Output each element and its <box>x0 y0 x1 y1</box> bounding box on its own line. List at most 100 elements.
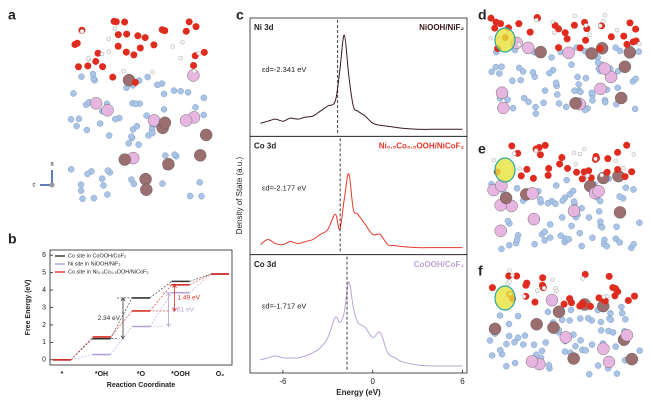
x-tick-label: * <box>61 371 64 378</box>
atom <box>511 151 517 156</box>
orbital-label: Ni 3d <box>254 23 274 32</box>
atom <box>160 106 168 113</box>
atom <box>184 89 192 96</box>
dos-curve <box>260 173 463 249</box>
connector <box>149 284 172 312</box>
subplot-frame <box>249 254 468 374</box>
atom <box>588 89 596 96</box>
atom <box>568 61 575 68</box>
atom <box>615 91 628 105</box>
atom <box>121 18 129 26</box>
x-tick-label: *OOH <box>171 371 190 378</box>
atom <box>630 241 637 248</box>
atom <box>522 41 535 55</box>
atom <box>519 68 527 75</box>
connector <box>70 354 93 361</box>
atom <box>563 35 571 43</box>
atom <box>596 197 604 205</box>
atom <box>192 104 199 111</box>
atom <box>491 24 499 32</box>
atom <box>511 339 518 346</box>
atom <box>523 165 531 173</box>
atom <box>84 170 91 178</box>
atom <box>566 295 574 303</box>
atom <box>521 294 527 299</box>
atom <box>612 343 620 350</box>
axis-letter: c <box>33 183 36 189</box>
atom <box>544 171 552 179</box>
atom <box>616 239 623 246</box>
atom <box>624 297 632 305</box>
atom <box>513 184 521 192</box>
atom <box>593 156 598 162</box>
atom <box>133 122 141 130</box>
atom <box>198 192 205 200</box>
atom <box>516 42 522 47</box>
atom <box>507 268 512 273</box>
atom <box>625 352 639 366</box>
atom <box>67 166 75 173</box>
atom <box>582 36 590 44</box>
atom <box>567 204 581 218</box>
atom <box>526 28 534 36</box>
atom <box>580 276 585 281</box>
atom <box>511 359 519 367</box>
atom <box>618 309 626 317</box>
atom <box>509 104 517 112</box>
connector <box>189 273 212 293</box>
atom <box>613 223 620 231</box>
atom <box>582 347 589 354</box>
atom <box>128 133 135 140</box>
atom <box>179 114 193 127</box>
atom <box>527 212 541 226</box>
atom <box>496 70 503 77</box>
atom <box>148 129 156 137</box>
atom <box>101 104 114 117</box>
atom <box>585 47 598 60</box>
atom <box>595 208 603 215</box>
atom <box>577 315 584 322</box>
atom <box>517 172 525 180</box>
atom <box>636 347 643 354</box>
atom <box>623 46 637 59</box>
atom <box>631 105 639 113</box>
y-tick-label: 6 <box>42 252 46 259</box>
connector <box>149 281 172 299</box>
atom <box>492 63 500 71</box>
atom <box>628 168 636 176</box>
atom <box>144 73 151 81</box>
atom <box>573 162 579 167</box>
atom <box>162 152 169 159</box>
atom <box>544 308 552 316</box>
atom <box>594 362 602 369</box>
atom <box>535 288 540 293</box>
atom <box>135 141 142 148</box>
atom <box>196 51 202 56</box>
orbital-label: Co 3d <box>254 260 276 269</box>
atom <box>122 48 130 56</box>
atom <box>637 41 642 47</box>
x-tick-label: -6 <box>279 377 287 386</box>
dos-curve <box>260 34 463 130</box>
atom <box>585 173 590 178</box>
atom <box>73 122 80 130</box>
atom <box>602 13 608 18</box>
atom <box>635 48 643 55</box>
atom <box>161 27 169 35</box>
atom <box>139 172 152 186</box>
atom <box>598 223 606 231</box>
atom <box>494 224 507 237</box>
atom <box>596 45 604 53</box>
atom <box>601 18 606 24</box>
atom <box>200 94 208 102</box>
atom <box>546 69 553 77</box>
atom <box>531 240 538 248</box>
charge-density <box>494 285 516 311</box>
atom <box>614 148 622 156</box>
atom <box>622 184 630 191</box>
atom <box>585 314 592 322</box>
atom <box>538 347 546 355</box>
axes-indicator: a c <box>33 162 55 189</box>
atom <box>612 235 620 242</box>
atom <box>585 167 593 175</box>
